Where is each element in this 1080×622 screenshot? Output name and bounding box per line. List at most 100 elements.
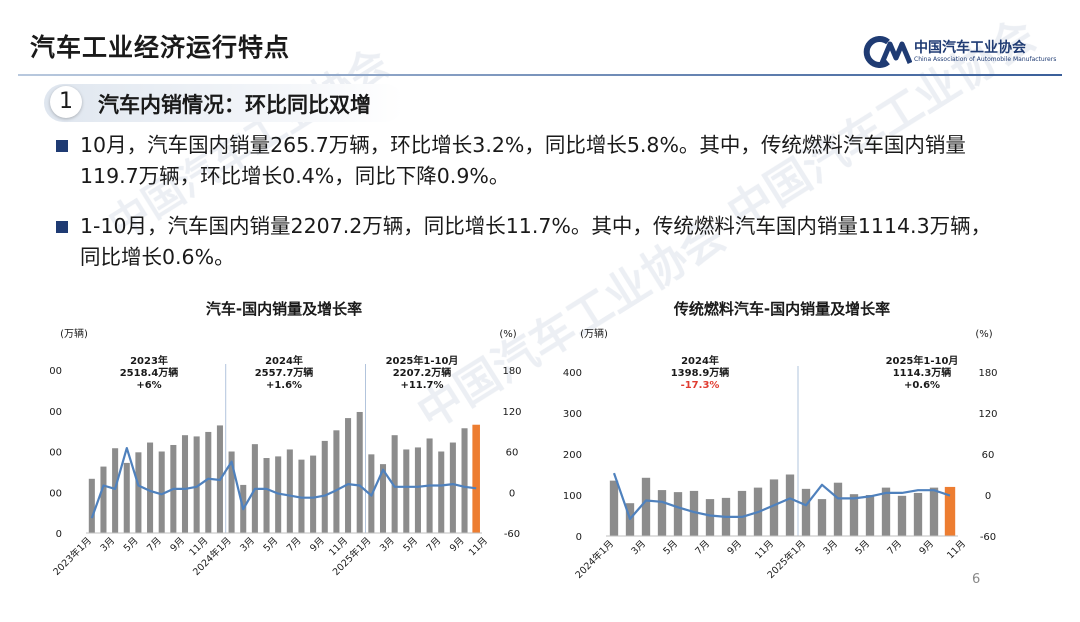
annotation-value: 2557.7万辆 [255, 366, 314, 379]
logo: 中国汽车工业协会 China Association of Automobile… [862, 36, 1056, 68]
bar [929, 487, 939, 536]
x-tick-label: 7月 [145, 535, 164, 554]
bullet-1-line-1: 10月，汽车国内销量265.7万辆，环比增长3.2%，同比增长5.8%。其中，传… [80, 133, 966, 157]
bar [286, 449, 293, 533]
x-tick-label: 3月 [378, 535, 397, 554]
logo-chinese-name: 中国汽车工业协会 [914, 40, 1026, 56]
logo-english-name: China Association of Automobile Manufact… [914, 56, 1057, 63]
bullet-2-line-2: 同比增长0.6%。 [80, 245, 235, 269]
y-tick-label-left: 400 [563, 368, 582, 379]
annotation-value: 1398.9万辆 [671, 366, 730, 379]
annotation-title: 2024年 [265, 354, 303, 367]
chart-fuel-vehicle-domestic-sales: 传统燃料汽车-国内销量及增长率 (万辆) (%) 0 100 200 300 400 -60 0 6… [563, 300, 998, 580]
x-tick-label: 3月 [821, 538, 840, 557]
annotation-title: 2025年1-10月 [386, 354, 459, 367]
y-tick-label-right: 60 [982, 450, 995, 461]
bar [833, 482, 843, 536]
bar [472, 424, 480, 533]
chart-title: 传统燃料汽车-国内销量及增长率 [673, 300, 890, 318]
annotation-value: 1114.3万辆 [893, 366, 952, 379]
x-tick-label: 2023年1月 [51, 535, 94, 578]
bar [438, 451, 445, 533]
page-title: 汽车工业经济运行特点 [30, 33, 291, 62]
bar [356, 411, 363, 533]
bar [689, 490, 699, 536]
bar [785, 474, 795, 536]
x-tick-label: 9月 [448, 535, 467, 554]
growth-rate-line [612, 472, 951, 520]
annotation-title: 2025年1-10月 [886, 354, 959, 367]
caam-logo-icon [863, 36, 912, 68]
bar [345, 418, 352, 533]
y-tick-label-left: 200 [563, 450, 582, 461]
bar [263, 458, 270, 533]
x-tick-label: 5月 [661, 538, 680, 557]
bar [333, 430, 340, 533]
bullet-paragraph-1: 10月，汽车国内销量265.7万辆，环比增长3.2%，同比增长5.8%。其中，传… [80, 130, 1060, 192]
x-tick-label: 5月 [262, 535, 281, 554]
bullet-icon [56, 221, 68, 233]
bar [414, 447, 421, 533]
x-tick-label: 11月 [753, 538, 776, 561]
y-axis-unit-right: (%) [499, 329, 516, 340]
annotation-value: 2518.4万辆 [120, 366, 179, 379]
y-tick-label-right: 60 [506, 448, 519, 459]
section-number: 1 [50, 86, 82, 118]
x-tick-label: 5月 [122, 535, 141, 554]
bar [849, 494, 859, 536]
y-tick-label-right: 120 [978, 409, 997, 420]
bar [673, 492, 683, 536]
bar [88, 478, 95, 533]
annotation-title: 2024年 [681, 354, 719, 367]
x-tick-label: 7月 [693, 538, 712, 557]
x-tick-label: 5月 [401, 535, 420, 554]
y-tick-label-left: 100 [563, 491, 582, 502]
section-title: 汽车内销情况：环比同比双增 [98, 93, 371, 117]
y-tick-label-right: -60 [504, 529, 520, 540]
bar [737, 490, 747, 536]
x-tick-label: 3月 [98, 535, 117, 554]
chart-title: 汽车-国内销量及增长率 [206, 300, 362, 318]
y-tick-label-right: 180 [978, 368, 997, 379]
bar [391, 435, 398, 533]
bar [657, 490, 667, 536]
header-divider [18, 74, 1062, 76]
annotation-title: 2023年 [130, 354, 168, 367]
y-tick-label-left: 400 [50, 366, 62, 377]
bar [205, 431, 212, 533]
bar [100, 466, 107, 533]
x-tick-label: 9月 [308, 535, 327, 554]
x-tick-label: 11月 [945, 538, 968, 561]
y-tick-label-left: 300 [50, 407, 62, 418]
annotation-growth: -17.3% [681, 380, 720, 391]
x-tick-label: 3月 [238, 535, 257, 554]
bar [881, 487, 891, 536]
bar [310, 455, 317, 533]
bar [817, 499, 827, 536]
y-tick-label-right: 0 [985, 491, 991, 502]
chart-auto-domestic-sales: 汽车-国内销量及增长率 (万辆) (%) 0 100 200 300 400 -60 0 60 120… [50, 300, 522, 578]
bullet-1-line-2: 119.7万辆，环比增长0.4%，同比下降0.9%。 [80, 164, 510, 188]
y-tick-label-left: 0 [576, 532, 582, 543]
y-axis-unit-left: (万辆) [60, 327, 88, 340]
y-tick-label-right: -60 [980, 532, 996, 543]
y-tick-label-left: 100 [50, 488, 62, 499]
x-tick-label: 9月 [168, 535, 187, 554]
bar [379, 464, 387, 533]
x-tick-label: 2024年1月 [573, 538, 616, 580]
annotation-growth: +1.6% [266, 380, 302, 391]
annotation-growth: +11.7% [400, 380, 443, 391]
x-tick-label: 7月 [285, 535, 304, 554]
y-tick-label-left: 0 [56, 529, 62, 540]
y-tick-label-left: 300 [563, 409, 582, 420]
bar [112, 448, 119, 533]
growth-rate-line [90, 447, 477, 519]
bar [641, 477, 651, 536]
x-tick-label: 7月 [885, 538, 904, 557]
bullet-paragraph-2: 1-10月，汽车国内销量2207.2万辆，同比增长11.7%。其中，传统燃料汽车… [80, 211, 1060, 273]
bullet-2-line-1: 1-10月，汽车国内销量2207.2万辆，同比增长11.7%。其中，传统燃料汽车… [80, 214, 992, 238]
bar [449, 442, 456, 533]
y-tick-label-right: 0 [509, 488, 515, 499]
bar [609, 480, 619, 536]
bar [147, 442, 154, 533]
